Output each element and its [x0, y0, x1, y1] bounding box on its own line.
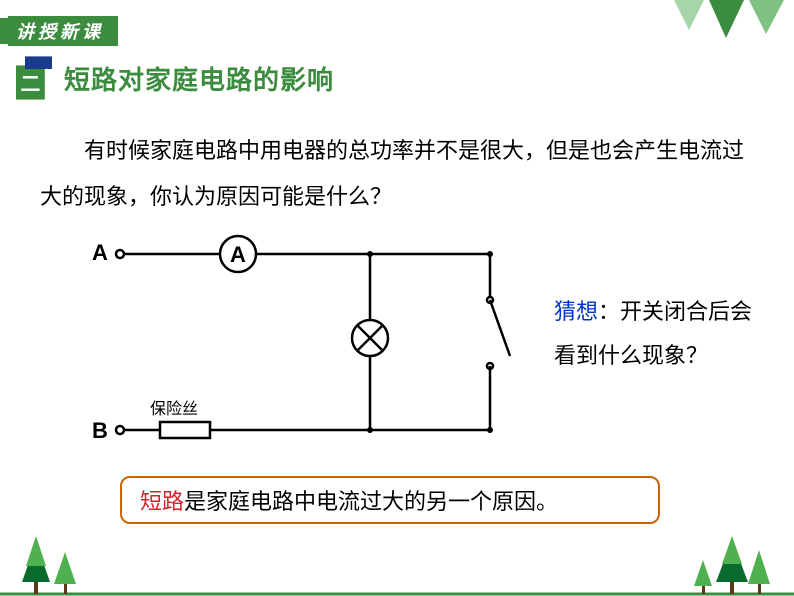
conclusion-rest: 是家庭电路中电流过大的另一个原因。 [184, 489, 558, 514]
header-bar: 讲授新课 [0, 16, 118, 46]
bottom-decor [0, 536, 794, 596]
top-right-decor [654, 0, 794, 50]
guess-prefix: 猜想 [554, 299, 598, 324]
svg-text:二: 二 [21, 74, 41, 96]
circuit-diagram: A [80, 230, 520, 470]
svg-text:A: A [230, 242, 246, 267]
section-title: 短路对家庭电路的影响 [64, 60, 334, 97]
section-number-icon: 二 [16, 56, 52, 100]
conclusion-highlight: 短路 [140, 489, 184, 514]
header-label: 讲授新课 [8, 16, 118, 46]
section-heading: 二 短路对家庭电路的影响 [16, 56, 334, 100]
fuse-label: 保险丝 [150, 395, 198, 419]
guess-text: 猜想：开关闭合后会看到什么现象？ [554, 290, 754, 378]
conclusion-box: 短路是家庭电路中电流过大的另一个原因。 [120, 476, 660, 524]
intro-paragraph: 有时候家庭电路中用电器的总功率并不是很大，但是也会产生电流过大的现象，你认为原因… [40, 128, 754, 220]
